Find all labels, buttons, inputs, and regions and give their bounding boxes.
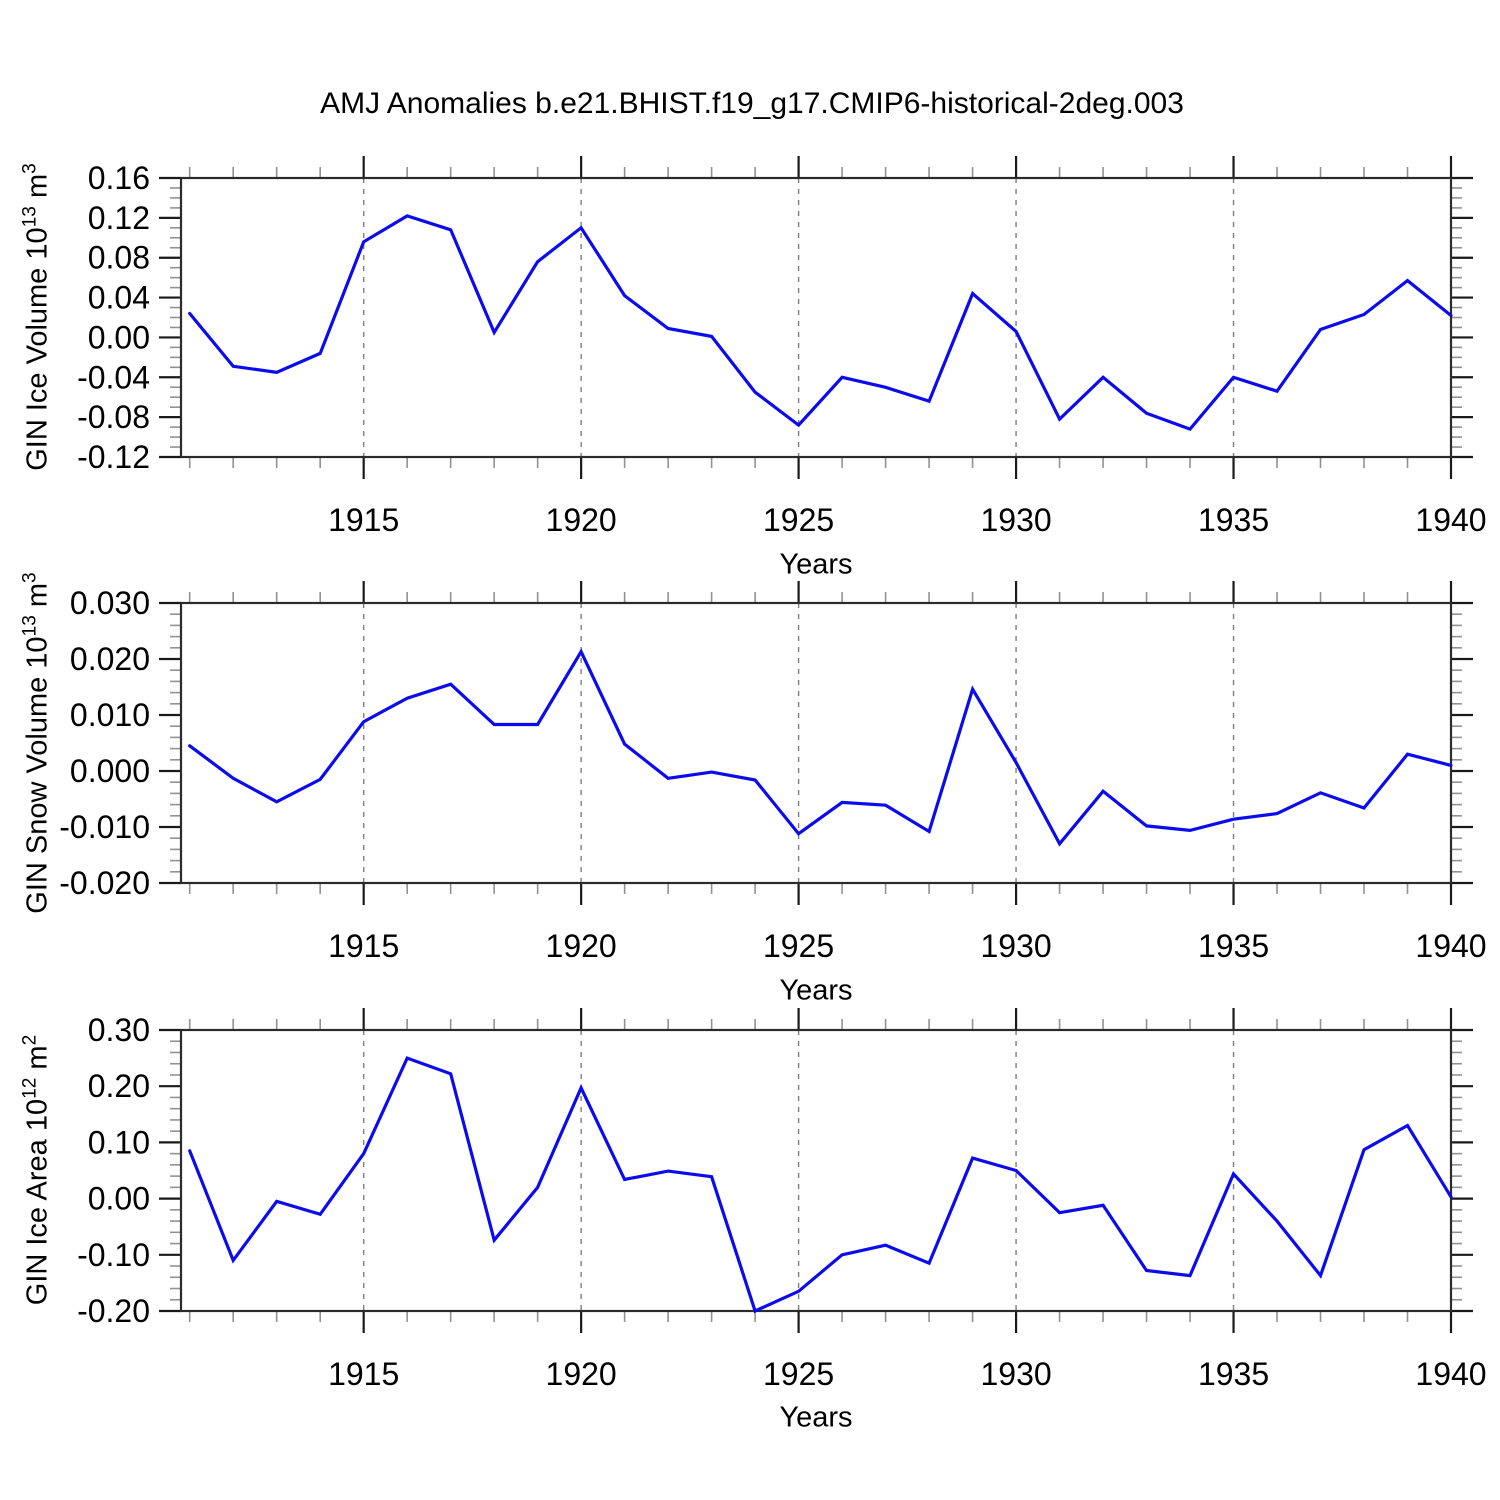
y-tick-label: -0.10 (77, 1237, 150, 1273)
x-tick-label: 1925 (763, 502, 834, 538)
x-tick-label: 1930 (980, 1356, 1051, 1392)
x-tick-label: 1940 (1415, 1356, 1486, 1392)
y-axis-title-unit: m (21, 1045, 54, 1078)
x-ticks (188, 1008, 1453, 1333)
x-tick-label: 1915 (328, 502, 399, 538)
y-tick-label: 0.04 (88, 280, 150, 316)
data-line-gin-ice-volume (188, 214, 1453, 431)
plot-border (179, 176, 1453, 459)
y-axis-title-unit: m (21, 173, 54, 207)
panel-gin-ice-area: 0.30 0.20 0.10 0.00 -0.10 -0.20 1915 1920 1925 19… (77, 1008, 1487, 1392)
panel-gin-ice-volume: 0.16 0.12 0.08 0.040.00 -0.04 -0.08 -0.12 1915 1… (77, 156, 1487, 538)
y-axis-title-text: GIN Snow Volume 10 (21, 636, 54, 914)
y-tick-label: -0.04 (77, 359, 150, 395)
y-axis-title-ice-volume: GIN Ice Volume 1013 m3 (19, 163, 55, 471)
superscript: 13 (19, 615, 41, 637)
y-axis-title-text: GIN Ice Volume 10 (21, 227, 54, 471)
y-tick-label: 0.010 (70, 697, 150, 733)
y-axis-title-text: GIN Ice Area 10 (21, 1098, 54, 1306)
y-axis-title-ice-area: GIN Ice Area 1012 m2 (19, 1034, 55, 1306)
x-tick-label: 1925 (763, 928, 834, 964)
superscript: 3 (19, 163, 41, 174)
y-ticks (159, 601, 1473, 885)
x-tick-label: 1935 (1198, 502, 1269, 538)
y-tick-label: -0.20 (77, 1293, 150, 1329)
x-tick-label: 1930 (980, 502, 1051, 538)
y-tick-label: 0.030 (70, 585, 150, 621)
x-tick-label: 1935 (1198, 1356, 1269, 1392)
x-tick-label: 1935 (1198, 928, 1269, 964)
x-tick-label: 1915 (328, 928, 399, 964)
chart-title: AMJ Anomalies b.e21.BHIST.f19_g17.CMIP6-… (320, 87, 1184, 120)
x-axis-title: Years (779, 548, 853, 581)
superscript: 13 (19, 206, 41, 228)
y-tick-label: 0.12 (88, 200, 150, 236)
x-tick-label: 1920 (546, 928, 617, 964)
y-tick-label: -0.08 (77, 399, 150, 435)
x-tick-label: 1940 (1415, 928, 1486, 964)
y-tick-label: 0.000 (70, 753, 150, 789)
y-tick-label: 0.020 (70, 641, 150, 677)
x-tick-label: 1925 (763, 1356, 834, 1392)
y-tick-label: 0.10 (88, 1124, 150, 1160)
superscript: 12 (19, 1077, 41, 1099)
x-ticks (188, 581, 1453, 905)
data-line-gin-ice-area (188, 1056, 1453, 1314)
x-tick-label: 1930 (980, 928, 1051, 964)
plot-border (179, 601, 1453, 885)
y-ticks (159, 176, 1473, 459)
y-tick-label: 0.16 (88, 160, 150, 196)
y-tick-label: 0.08 (88, 240, 150, 276)
x-axis-title: Years (779, 974, 853, 1007)
x-tick-label: 1940 (1415, 502, 1486, 538)
y-tick-label: 0.00 (88, 1181, 150, 1217)
data-line-gin-snow-volume (188, 648, 1453, 847)
y-tick-label: -0.010 (59, 809, 150, 845)
y-tick-label: 0.00 (88, 319, 150, 355)
panel-gin-snow-volume: 0.030 0.020 0.010 0.000 -0.010 -0.020 1915 1920… (59, 581, 1487, 964)
y-axis-title-snow-volume: GIN Snow Volume 1013 m3 (19, 572, 55, 914)
y-tick-label: 0.20 (88, 1068, 150, 1104)
y-tick-label: -0.020 (59, 865, 150, 901)
superscript: 3 (19, 572, 41, 583)
x-tick-label: 1920 (546, 1356, 617, 1392)
y-ticks (159, 1028, 1473, 1313)
plot-border (179, 1028, 1453, 1313)
y-tick-label: -0.12 (77, 439, 150, 475)
y-tick-label: 0.30 (88, 1012, 150, 1048)
y-axis-title-unit: m (21, 582, 54, 616)
x-tick-label: 1915 (328, 1356, 399, 1392)
x-axis-title: Years (779, 1401, 853, 1434)
x-tick-label: 1920 (546, 502, 617, 538)
x-ticks (188, 156, 1453, 479)
superscript: 2 (19, 1034, 41, 1046)
